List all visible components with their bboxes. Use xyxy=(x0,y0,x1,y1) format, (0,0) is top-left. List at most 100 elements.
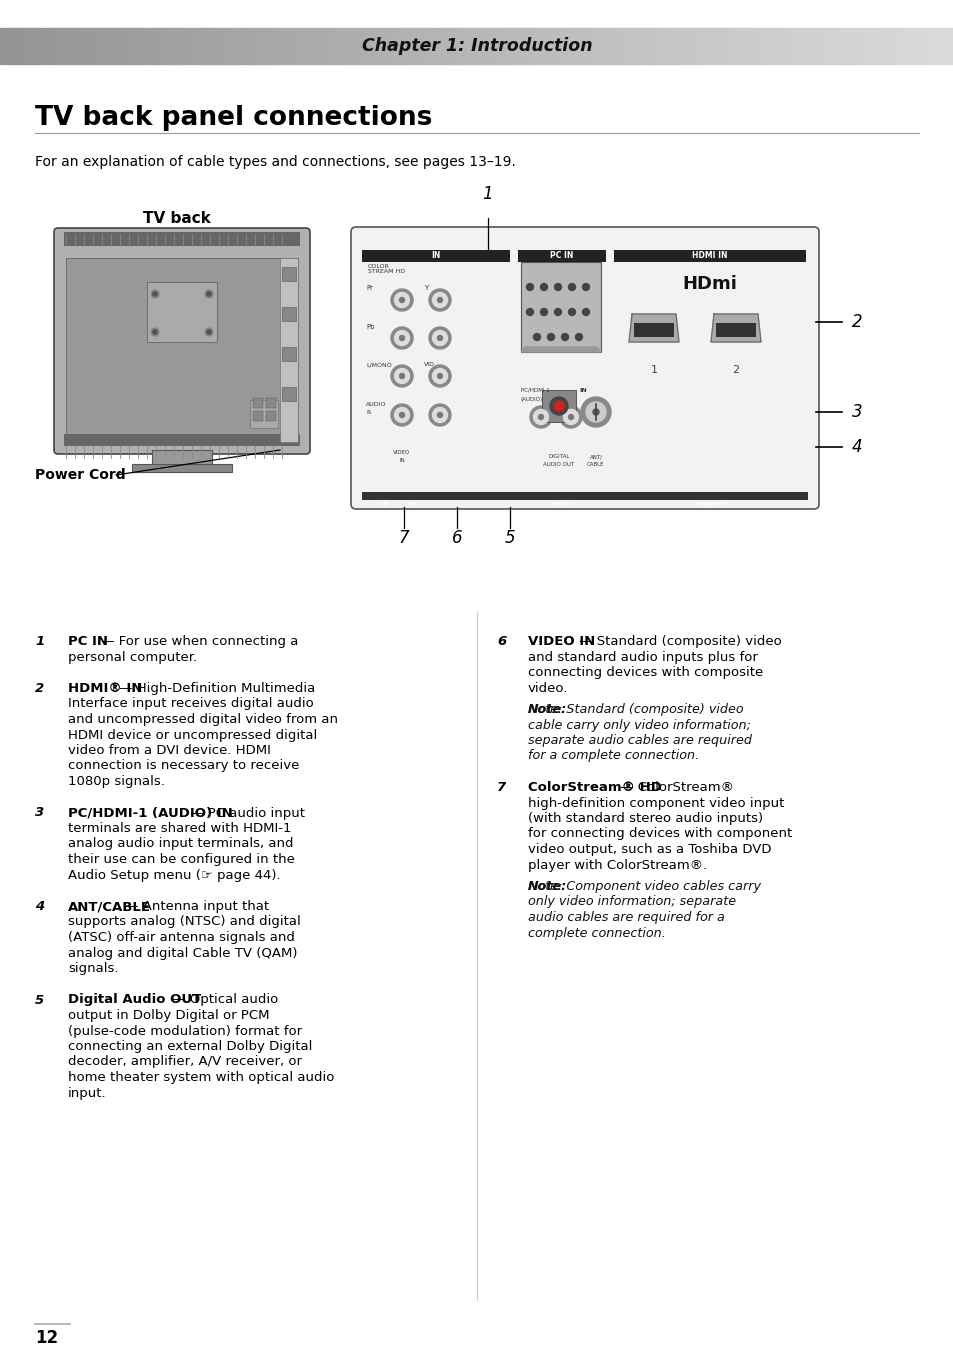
Bar xyxy=(705,28,716,64)
Bar xyxy=(486,28,497,64)
Bar xyxy=(66,259,297,441)
Bar xyxy=(38,28,49,64)
Bar xyxy=(600,28,611,64)
Text: separate audio cables are required: separate audio cables are required xyxy=(527,734,751,747)
Bar xyxy=(753,28,763,64)
Text: complete connection.: complete connection. xyxy=(527,926,665,940)
Circle shape xyxy=(580,397,610,427)
Circle shape xyxy=(429,366,451,387)
Bar xyxy=(457,28,468,64)
Circle shape xyxy=(582,309,589,315)
Bar xyxy=(162,28,172,64)
FancyBboxPatch shape xyxy=(351,227,818,509)
Text: ANT/: ANT/ xyxy=(589,455,602,459)
Bar xyxy=(400,28,411,64)
Polygon shape xyxy=(710,314,760,343)
Text: PC/HDMI-1 (AUDIO) IN: PC/HDMI-1 (AUDIO) IN xyxy=(68,807,233,819)
Text: L/MONO: L/MONO xyxy=(366,363,392,367)
Text: 5: 5 xyxy=(35,994,44,1006)
Bar xyxy=(172,28,182,64)
Bar xyxy=(67,28,77,64)
Text: IN: IN xyxy=(398,458,404,463)
Circle shape xyxy=(437,298,442,302)
Text: — Standard (composite) video: — Standard (composite) video xyxy=(575,635,781,649)
Circle shape xyxy=(432,292,447,307)
Bar xyxy=(143,28,153,64)
Bar xyxy=(282,347,295,362)
Text: connecting an external Dolby Digital: connecting an external Dolby Digital xyxy=(68,1040,312,1053)
Text: — High-Definition Multimedia: — High-Definition Multimedia xyxy=(115,682,315,695)
Text: input.: input. xyxy=(68,1086,107,1099)
Bar xyxy=(943,28,953,64)
Text: For an explanation of cable types and connections, see pages 13–19.: For an explanation of cable types and co… xyxy=(35,154,516,169)
Bar xyxy=(877,28,887,64)
Circle shape xyxy=(395,330,409,345)
Bar xyxy=(467,28,477,64)
Circle shape xyxy=(151,290,159,298)
Text: HDMI® IN: HDMI® IN xyxy=(68,682,142,695)
Text: 6: 6 xyxy=(451,529,462,547)
Bar xyxy=(286,28,296,64)
Bar xyxy=(762,28,773,64)
Circle shape xyxy=(399,413,404,417)
Text: R: R xyxy=(366,410,370,416)
Circle shape xyxy=(526,283,533,291)
Bar xyxy=(581,28,592,64)
Text: (ATSC) off-air antenna signals and: (ATSC) off-air antenna signals and xyxy=(68,932,294,944)
Text: ColorStream® HD: ColorStream® HD xyxy=(527,781,661,793)
Bar xyxy=(517,250,605,263)
Bar xyxy=(924,28,935,64)
Text: (AUDIO): (AUDIO) xyxy=(520,397,542,402)
Bar xyxy=(276,28,287,64)
Text: Note: Component video cables carry: Note: Component video cables carry xyxy=(527,880,760,894)
Text: personal computer.: personal computer. xyxy=(68,650,197,663)
Bar xyxy=(476,28,487,64)
Bar xyxy=(257,28,268,64)
Bar xyxy=(448,28,458,64)
Text: 4: 4 xyxy=(851,437,862,456)
Text: analog and digital Cable TV (QAM): analog and digital Cable TV (QAM) xyxy=(68,946,297,960)
Circle shape xyxy=(432,408,447,422)
Circle shape xyxy=(399,374,404,379)
Bar xyxy=(858,28,868,64)
Bar xyxy=(238,28,249,64)
Bar xyxy=(677,28,687,64)
Text: PC IN: PC IN xyxy=(68,635,108,649)
Bar xyxy=(520,263,600,352)
Text: 1: 1 xyxy=(650,366,657,375)
Text: COLOR
STREAM HD: COLOR STREAM HD xyxy=(368,264,405,275)
Text: Pr: Pr xyxy=(366,284,373,291)
Bar xyxy=(305,28,315,64)
Text: decoder, amplifier, A/V receiver, or: decoder, amplifier, A/V receiver, or xyxy=(68,1056,302,1068)
Text: — ColorStream®: — ColorStream® xyxy=(616,781,734,793)
Bar xyxy=(267,28,277,64)
Bar xyxy=(210,28,220,64)
Text: video from a DVI device. HDMI: video from a DVI device. HDMI xyxy=(68,743,271,757)
Circle shape xyxy=(391,288,413,311)
Text: 1: 1 xyxy=(482,185,493,203)
Circle shape xyxy=(526,309,533,315)
Text: 2: 2 xyxy=(35,682,44,695)
Text: IN: IN xyxy=(381,501,388,506)
Circle shape xyxy=(391,366,413,387)
Bar xyxy=(562,28,573,64)
Text: Pb: Pb xyxy=(366,324,375,330)
Bar xyxy=(29,28,39,64)
Circle shape xyxy=(395,408,409,422)
Text: player with ColorStream®.: player with ColorStream®. xyxy=(527,858,706,872)
Bar xyxy=(614,250,805,263)
Circle shape xyxy=(395,368,409,383)
Bar xyxy=(724,28,735,64)
Text: home theater system with optical audio: home theater system with optical audio xyxy=(68,1071,334,1085)
Bar xyxy=(57,28,68,64)
Bar xyxy=(314,28,325,64)
Text: 12: 12 xyxy=(35,1330,58,1347)
Text: 3: 3 xyxy=(851,403,862,421)
Bar xyxy=(715,28,725,64)
Text: VIDEO: VIDEO xyxy=(393,450,410,455)
Text: — Antenna input that: — Antenna input that xyxy=(121,900,269,913)
Circle shape xyxy=(540,283,547,291)
Bar xyxy=(0,28,10,64)
Bar xyxy=(219,28,230,64)
Polygon shape xyxy=(520,347,600,352)
